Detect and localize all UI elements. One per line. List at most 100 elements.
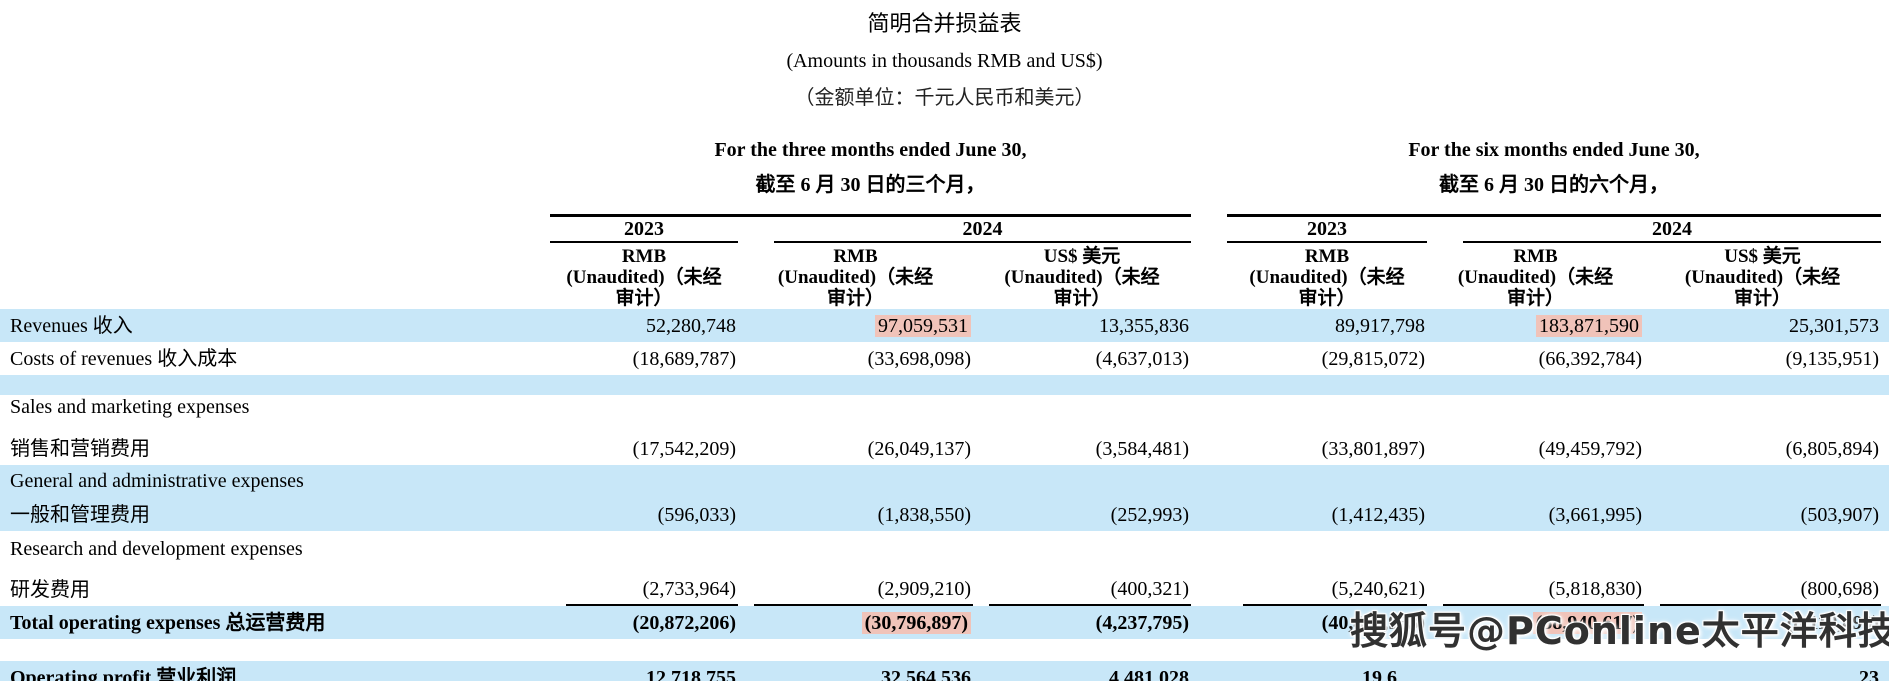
value-cell: 12,718,755 bbox=[646, 667, 736, 681]
year-header-cell: 2023 bbox=[1227, 213, 1427, 243]
value-cell: (6,805,894) bbox=[1785, 438, 1879, 460]
table-row: 销售和营销费用 (17,542,209) (26,049,137) (3,584,48… bbox=[0, 423, 1889, 465]
value-cell bbox=[1644, 465, 1881, 497]
column-header: RMB (Unaudited)（未经 审计） bbox=[777, 246, 934, 309]
row-label: 研发费用 bbox=[10, 579, 90, 601]
value-cell: (5,240,621) bbox=[1227, 565, 1427, 606]
highlighted-value-cell: (30,796,897) bbox=[738, 606, 973, 639]
row-label: Sales and marketing expenses bbox=[10, 396, 250, 418]
year-header-cell: 2023 bbox=[550, 213, 738, 243]
value-cell: (503,907) bbox=[1800, 504, 1879, 526]
row-label: Operating profit 营业利润 bbox=[10, 667, 237, 681]
table-row: Operating profit 营业利润 12,718,755 32,564,53… bbox=[0, 661, 1889, 681]
table-row: 一般和管理费用 (596,033) (1,838,550) (252,993) (1,4… bbox=[0, 497, 1889, 531]
table-row: Costs of revenues 收入成本 (18,689,787) (33,69… bbox=[0, 342, 1889, 375]
value-cell bbox=[738, 531, 973, 565]
period-three-months-zh: 截至 6 月 30 日的三个月， bbox=[755, 174, 986, 196]
value-cell: 52,280,748 bbox=[646, 315, 736, 337]
value-cell: (2,909,210) bbox=[738, 565, 973, 606]
period-three-months-en: For the three months ended June 30, bbox=[714, 139, 1027, 161]
row-label: Costs of revenues 收入成本 bbox=[10, 348, 238, 370]
value-cell: (9,135,951) bbox=[1785, 348, 1879, 370]
value-cell: (2,733,964) bbox=[550, 565, 738, 606]
period-header-six-months: For the six months ended June 30, 截至 6 月… bbox=[1227, 112, 1881, 215]
table-row: Research and development expenses bbox=[0, 531, 1889, 565]
highlighted-value: 97,059,531 bbox=[875, 315, 971, 337]
value-cell: (3,661,995) bbox=[1548, 504, 1642, 526]
value-cell: (5,818,830) bbox=[1427, 565, 1644, 606]
value-cell: (800,698) bbox=[1644, 565, 1881, 606]
value-cell: (400,321) bbox=[973, 565, 1191, 606]
value-cell bbox=[973, 465, 1191, 497]
value-cell: (33,698,098) bbox=[867, 348, 971, 370]
value-cell: (20,872,206) bbox=[632, 612, 736, 634]
year-header-row: 2023 2024 2023 2024 bbox=[0, 213, 1889, 243]
sum-underline: (400,321) bbox=[989, 578, 1191, 606]
value-cell bbox=[1644, 531, 1881, 565]
value-cell bbox=[973, 531, 1191, 565]
year-2024-six-months: 2024 bbox=[1463, 218, 1881, 243]
table-row: Total operating expenses 总运营费用 (20,872,20… bbox=[0, 606, 1889, 639]
spacer-row bbox=[0, 375, 1889, 395]
value-cell bbox=[1427, 395, 1644, 423]
table-row: 研发费用 (2,733,964) (2,909,210) (400,321) (5,24… bbox=[0, 565, 1889, 606]
value-cell: 13,355,836 bbox=[1099, 315, 1189, 337]
value-cell bbox=[1427, 531, 1644, 565]
column-header: US$ 美元 (Unaudited)（未经 审计） bbox=[1684, 246, 1841, 309]
value-cell: (4,637,013) bbox=[1095, 348, 1189, 370]
statement-subtitle-zh: （金额单位：千元人民币和美元） bbox=[794, 87, 1095, 109]
table-row: Revenues 收入 52,280,748 97,059,531 13,355,83… bbox=[0, 309, 1889, 342]
value-cell: (18,689,787) bbox=[632, 348, 736, 370]
value-cell bbox=[1644, 395, 1881, 423]
value-cell: 89,917,798 bbox=[1335, 315, 1425, 337]
year-header-cell: 2024 bbox=[1427, 213, 1881, 243]
value-cell bbox=[550, 465, 738, 497]
value-cell: (66,392,784) bbox=[1538, 348, 1642, 370]
column-header: RMB (Unaudited)（未经 审计） bbox=[1457, 246, 1614, 309]
value-cell bbox=[1227, 531, 1427, 565]
year-header-cell: 2024 bbox=[738, 213, 1191, 243]
value-cell bbox=[1227, 465, 1427, 497]
row-label: Research and development expenses bbox=[10, 538, 303, 560]
value-cell: 23 bbox=[1859, 667, 1879, 681]
value-cell bbox=[738, 465, 973, 497]
statement-title-zh: 简明合并损益表 bbox=[867, 11, 1022, 36]
value-cell: 25,301,573 bbox=[1789, 315, 1879, 337]
value-cell: (40,454,953) bbox=[1321, 612, 1425, 634]
table-row: Sales and marketing expenses bbox=[0, 395, 1889, 423]
sum-underline: (5,818,830) bbox=[1443, 578, 1644, 606]
value-cell: (33,801,897) bbox=[1321, 438, 1425, 460]
value-cell: (1,838,550) bbox=[877, 504, 971, 526]
value-cell bbox=[973, 395, 1191, 423]
value-cell bbox=[1427, 661, 1644, 681]
highlighted-value-cell: (58,940,617) bbox=[1427, 606, 1644, 639]
row-label: General and administrative expenses bbox=[10, 470, 304, 492]
highlighted-value-cell: 183,871,590 bbox=[1427, 309, 1644, 342]
period-six-months-en: For the six months ended June 30, bbox=[1408, 139, 1700, 161]
sum-underline: (2,733,964) bbox=[566, 578, 738, 606]
year-2023-six-months: 2023 bbox=[1227, 218, 1427, 243]
value-cell: 4,481,028 bbox=[1109, 667, 1189, 681]
row-label: Total operating expenses 总运营费用 bbox=[10, 612, 326, 634]
period-header-three-months: For the three months ended June 30, 截至 6… bbox=[550, 112, 1191, 215]
column-header: RMB (Unaudited)（未经 审计） bbox=[1249, 246, 1405, 309]
row-label: 销售和营销费用 bbox=[10, 438, 150, 460]
highlighted-value: (30,796,897) bbox=[861, 612, 971, 634]
value-cell: (17,542,209) bbox=[632, 438, 736, 460]
value-cell bbox=[550, 531, 738, 565]
row-label: Revenues 收入 bbox=[10, 315, 133, 337]
value-cell: (3,584,481) bbox=[1095, 438, 1189, 460]
value-cell bbox=[1227, 395, 1427, 423]
value-cell: (252,993) bbox=[1110, 504, 1189, 526]
value-cell: (29,815,072) bbox=[1321, 348, 1425, 370]
row-label: 一般和管理费用 bbox=[10, 504, 150, 526]
value-cell: (596,033) bbox=[657, 504, 736, 526]
sohu-watermark: 搜狐号@PConline太平洋科技 bbox=[1350, 609, 1889, 653]
value-cell bbox=[1427, 465, 1644, 497]
value-cell: (1,412,435) bbox=[1331, 504, 1425, 526]
value-cell: (26,049,137) bbox=[867, 438, 971, 460]
period-header-row: For the three months ended June 30, 截至 6… bbox=[0, 112, 1889, 215]
value-cell: (8,110,499) bbox=[1786, 612, 1879, 634]
value-cell: (4,237,795) bbox=[1095, 612, 1189, 634]
